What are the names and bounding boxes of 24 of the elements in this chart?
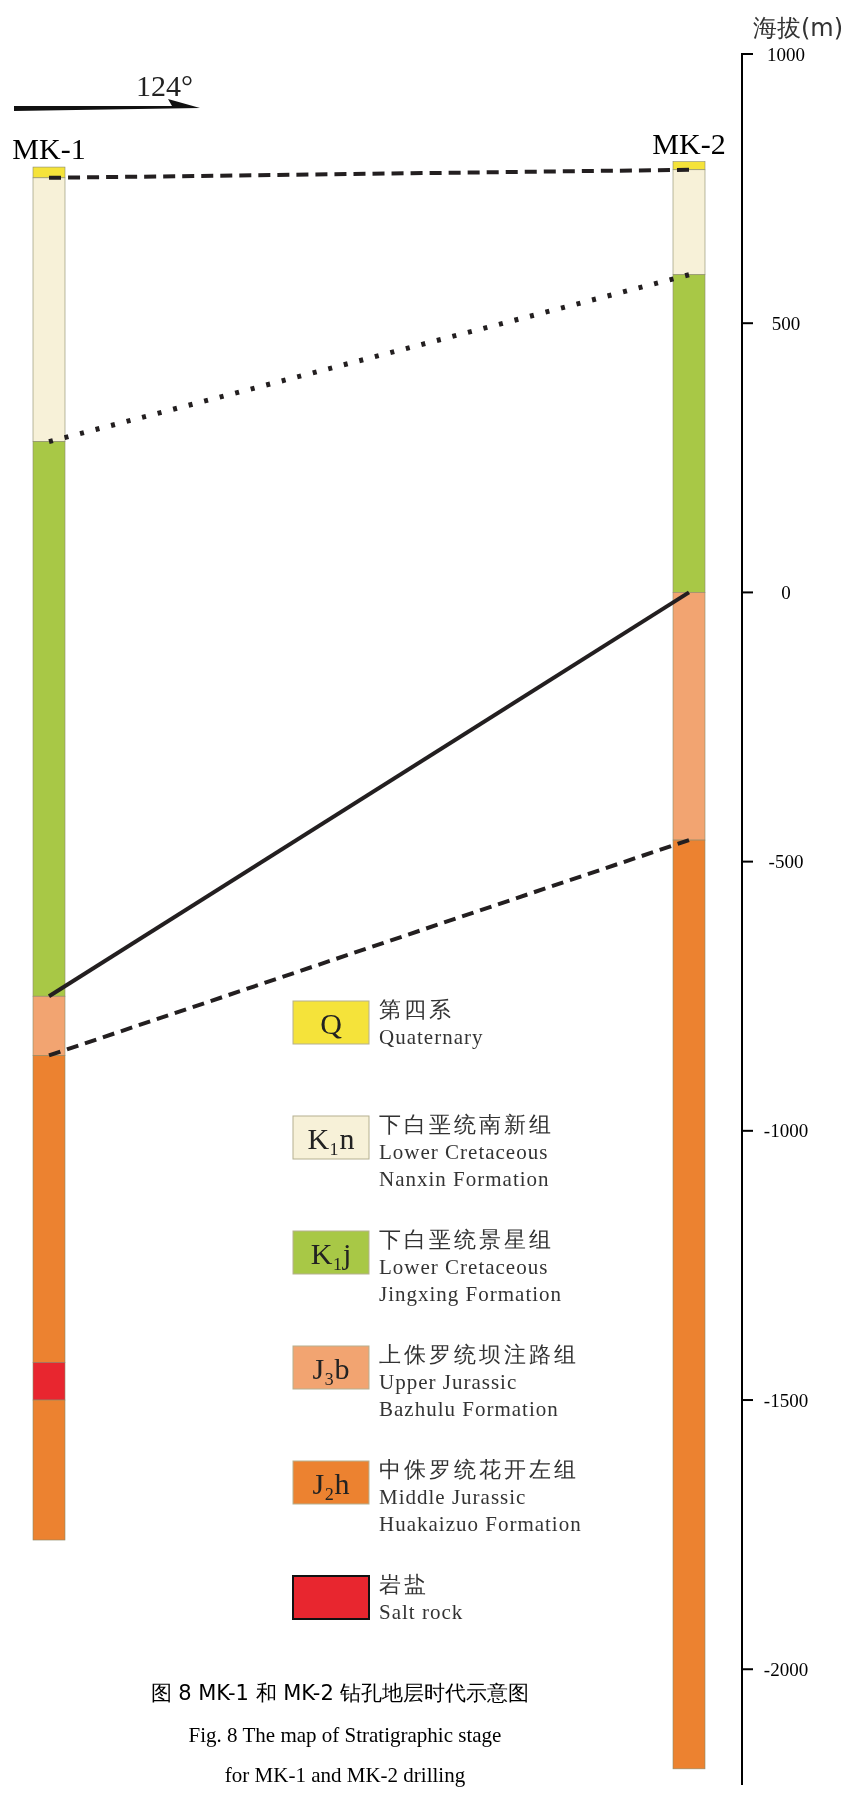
annotation: J₂h <box>312 1467 350 1500</box>
annotation: 124° <box>136 69 193 102</box>
y-tick-label: 500 <box>771 312 801 334</box>
legend-label: 下白垩统景星组 Lower Cretaceous Jingxing Formation <box>379 1227 563 1306</box>
legend-label: 岩盐 Salt rock <box>379 1572 464 1624</box>
text: Fig. 8 The map of Stratigraphic stage for MK-1 and MK-2 drilling <box>188 1723 502 1787</box>
y-tick-label: -1500 <box>763 1389 809 1411</box>
y-tick-label: -2000 <box>763 1658 809 1680</box>
x-tick-label: MK-2 <box>652 126 726 160</box>
y-tick-label: -1000 <box>763 1120 809 1142</box>
legend-label: 第四系 Quaternary <box>379 997 484 1049</box>
legend-label: 下白垩统南新组 Lower Cretaceous Nanxin Formation <box>379 1112 554 1191</box>
legend-label: 中侏罗统花开左组 Middle Jurassic Huakaizuo Formation <box>379 1457 582 1536</box>
annotation: K₁j <box>310 1237 352 1270</box>
y-axis-title: 海拔(m) <box>752 14 844 42</box>
annotation: K₁n <box>307 1122 355 1155</box>
annotation: J₃b <box>312 1352 350 1385</box>
y-tick-label: 1000 <box>767 43 805 65</box>
y-tick-label: 0 <box>781 582 791 604</box>
text: 图 8 MK-1 和 MK-2 钻孔地层时代示意图 <box>150 1681 530 1705</box>
y-tick-label: -500 <box>768 851 804 873</box>
annotation: Q <box>320 1007 343 1040</box>
x-tick-label: MK-1 <box>12 132 86 166</box>
legend-label: 上侏罗统坝注路组 Upper Jurassic Bazhulu Formation <box>379 1342 579 1421</box>
